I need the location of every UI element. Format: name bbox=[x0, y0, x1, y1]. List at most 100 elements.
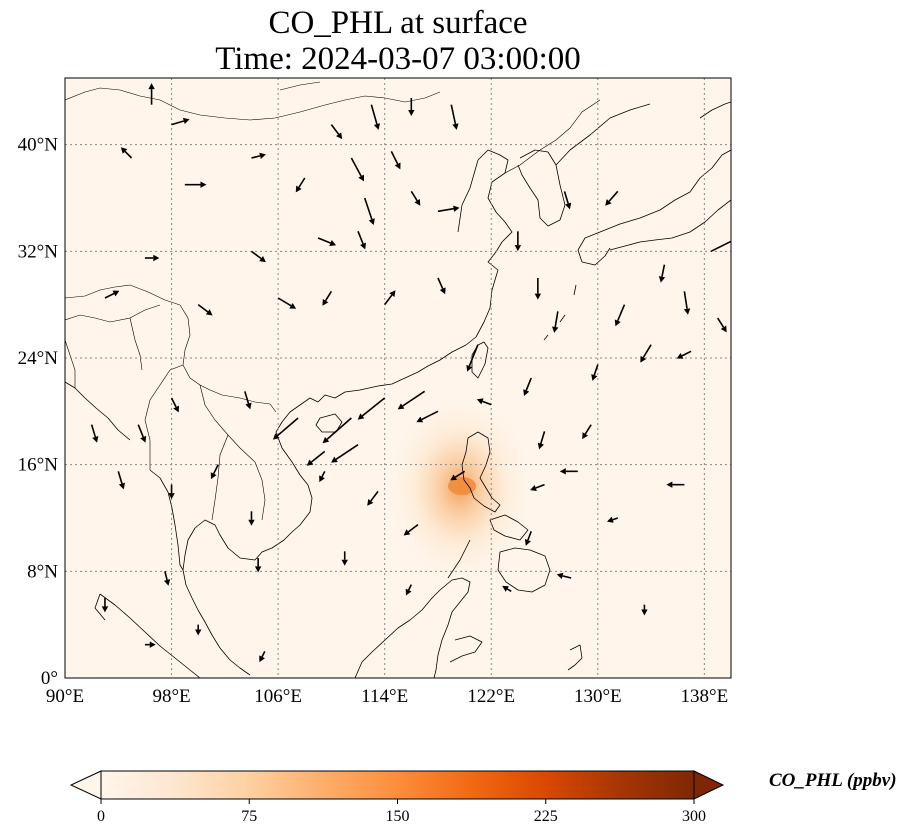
colorbar-tick-label: 75 bbox=[241, 808, 257, 825]
map-title-line1: CO_PHL at surface bbox=[268, 5, 528, 41]
colorbar-tick-label: 0 bbox=[97, 808, 105, 825]
wind-arrow bbox=[357, 397, 386, 420]
lon-tick-label: 122°E bbox=[467, 686, 515, 707]
wind-arrow bbox=[120, 147, 133, 159]
wind-arrow bbox=[437, 277, 446, 295]
wind-arrow bbox=[367, 490, 379, 506]
coastlines bbox=[65, 101, 731, 678]
wind-arrow bbox=[277, 297, 297, 309]
wind-arrow bbox=[524, 531, 532, 546]
wind-arrow bbox=[559, 468, 578, 475]
wind-arrow bbox=[248, 511, 255, 526]
colorbar-max-extend bbox=[693, 770, 725, 800]
colorbar-min-extend bbox=[69, 770, 102, 800]
wind-arrow bbox=[363, 197, 375, 225]
wind-arrow bbox=[552, 311, 559, 333]
colorbar-label: CO_PHL (ppbv) bbox=[769, 770, 897, 791]
wind-arrow bbox=[306, 450, 326, 466]
colorbar-ticks: 0 75 150 225 300 bbox=[97, 799, 706, 825]
gridlines bbox=[65, 78, 731, 678]
vietnam-coastline bbox=[254, 431, 313, 561]
lon-tick-label: 98°E bbox=[152, 686, 190, 707]
wind-arrow bbox=[658, 264, 666, 283]
colorbar-tick-label: 225 bbox=[534, 808, 558, 825]
wind-arrow bbox=[254, 558, 262, 573]
japan-honshu bbox=[584, 149, 731, 251]
visayas-coastline bbox=[447, 514, 529, 579]
korea-coastline bbox=[517, 149, 566, 227]
wind-arrow bbox=[410, 190, 421, 206]
wind-arrow bbox=[251, 152, 266, 159]
wind-arrow bbox=[666, 481, 685, 488]
wind-arrow bbox=[384, 290, 396, 306]
wind-arrow bbox=[582, 424, 592, 440]
wind-arrow bbox=[614, 304, 626, 327]
wind-arrow bbox=[210, 464, 219, 480]
japan-kyushu bbox=[577, 237, 611, 266]
china-border-nk bbox=[504, 99, 601, 174]
wind-arrow bbox=[144, 641, 156, 648]
wind-arrow bbox=[330, 124, 343, 140]
wind-arrow bbox=[319, 470, 326, 483]
wind-arrow bbox=[101, 598, 109, 613]
wind-arrow bbox=[523, 377, 532, 396]
wind-arrow bbox=[195, 624, 202, 636]
colorbar-gradient bbox=[100, 770, 695, 800]
wind-arrow bbox=[163, 571, 171, 586]
lon-tick-label: 106°E bbox=[254, 686, 302, 707]
wind-arrow bbox=[90, 424, 99, 443]
wind-arrow bbox=[104, 290, 120, 299]
map-title-line2: Time: 2024-03-07 03:00:00 bbox=[215, 41, 581, 77]
wind-arrow bbox=[331, 444, 359, 463]
wind-arrow bbox=[168, 484, 175, 500]
wind-arrow bbox=[408, 98, 415, 116]
sumatra-coastline bbox=[94, 593, 201, 678]
map-frame bbox=[64, 77, 732, 679]
wind-arrow bbox=[534, 278, 542, 300]
wind-arrow bbox=[295, 177, 306, 193]
wind-arrow bbox=[250, 250, 266, 263]
co-plume-core bbox=[448, 477, 476, 495]
wind-arrow bbox=[641, 604, 648, 616]
mindanao-coastline bbox=[497, 547, 551, 593]
wind-arrow bbox=[676, 350, 692, 359]
wind-arrow bbox=[683, 291, 691, 315]
wind-arrow bbox=[148, 83, 155, 105]
korea-north bbox=[555, 103, 651, 166]
lon-tick-label: 90°E bbox=[46, 686, 84, 707]
wind-arrow bbox=[514, 231, 522, 252]
wind-arrow bbox=[322, 290, 333, 306]
wind-arrow bbox=[184, 181, 207, 188]
wind-arrow bbox=[197, 304, 213, 316]
wind-arrow bbox=[640, 344, 652, 363]
wind-vectors bbox=[90, 83, 731, 663]
colorbar-tick-label: 300 bbox=[682, 808, 706, 825]
lat-tick-label: 40°N bbox=[18, 135, 59, 156]
lat-tick-label: 0° bbox=[41, 668, 58, 689]
china-coastline bbox=[275, 149, 513, 433]
wind-arrow bbox=[556, 572, 572, 579]
wind-arrow bbox=[259, 650, 266, 663]
wind-arrow bbox=[144, 254, 160, 262]
map-background bbox=[65, 78, 731, 678]
wind-arrow bbox=[466, 344, 479, 372]
wind-arrow bbox=[390, 150, 401, 170]
wind-arrow bbox=[530, 483, 545, 491]
wind-arrow bbox=[416, 410, 439, 423]
lat-tick-label: 8°N bbox=[27, 561, 58, 582]
wind-arrow bbox=[605, 190, 619, 206]
wind-arrow bbox=[537, 431, 546, 450]
wind-arrow bbox=[405, 584, 413, 596]
wind-arrow bbox=[244, 391, 252, 410]
wind-arrow bbox=[117, 471, 126, 490]
wind-arrow bbox=[450, 104, 459, 130]
wind-arrow bbox=[171, 117, 190, 126]
lon-tick-label: 138°E bbox=[681, 686, 729, 707]
wind-arrow bbox=[591, 364, 599, 381]
luzon-coastline bbox=[461, 431, 501, 513]
lat-tick-label: 24°N bbox=[18, 348, 59, 369]
wind-arrow bbox=[717, 317, 727, 333]
wind-arrow bbox=[170, 397, 179, 413]
lon-tick-label: 114°E bbox=[361, 686, 408, 707]
